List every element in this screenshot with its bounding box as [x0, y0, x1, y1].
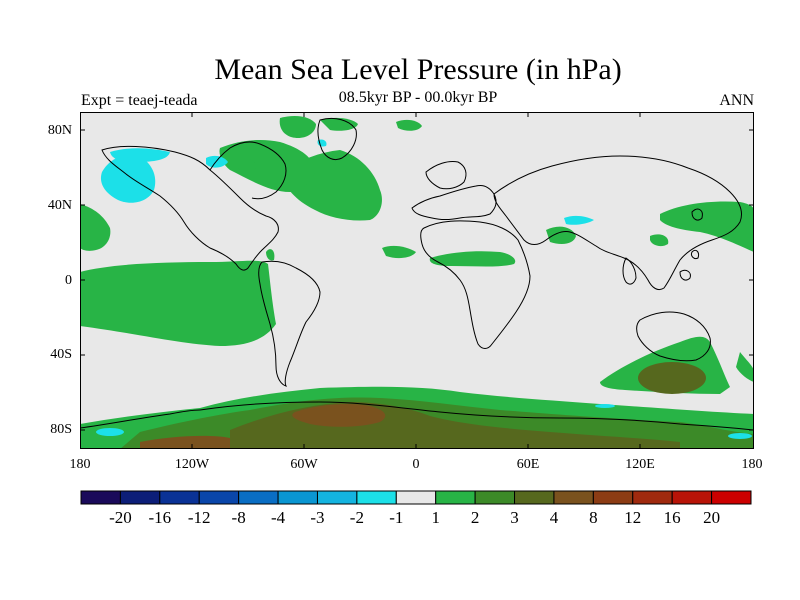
season-label: ANN: [719, 92, 754, 109]
colorbar-swatch: [671, 490, 713, 505]
lon-tick-label: 180: [69, 457, 91, 472]
colorbar-tick-label: -8: [231, 508, 246, 527]
lon-tick-label: 120W: [174, 457, 210, 472]
colorbar-swatch: [553, 490, 594, 505]
positive-anomaly-region: [320, 117, 358, 131]
positive-anomaly-region: [238, 158, 256, 173]
negative-anomaly-region: [595, 404, 615, 408]
experiment-label: Expt = teaej-teada: [81, 92, 198, 109]
positive-anomaly-region: [429, 251, 516, 267]
negative-anomaly-region: [728, 433, 752, 439]
positive-anomaly-region: [638, 362, 706, 394]
colorbar-tick-label: 16: [663, 508, 681, 527]
colorbar-tick-label: -1: [389, 508, 404, 527]
positive-anomaly-region: [660, 201, 754, 252]
positive-anomaly-region: [650, 234, 669, 247]
colorbar: [80, 490, 752, 505]
colorbar-swatch: [632, 490, 673, 505]
lon-tick-label: 0: [412, 457, 420, 472]
colorbar-swatch: [198, 490, 240, 505]
positive-anomaly-region: [292, 404, 386, 427]
colorbar-tick-label: 12: [624, 508, 642, 527]
colorbar-swatch: [514, 490, 555, 505]
map-subtitle: 08.5kyr BP - 00.0kyr BP: [338, 89, 498, 106]
colorbar-tick-label: 3: [510, 508, 519, 527]
colorbar-tick-label: -4: [270, 508, 286, 527]
lat-tick-label: 40N: [47, 198, 72, 213]
colorbar-swatch: [711, 490, 752, 505]
world-map: [80, 112, 754, 449]
positive-anomaly-region: [266, 249, 275, 261]
colorbar-tick-label: 20: [703, 508, 721, 527]
negative-anomaly-region: [110, 148, 170, 162]
map-title: Mean Sea Level Pressure (in hPa): [214, 53, 622, 86]
colorbar-swatch: [395, 490, 437, 505]
positive-anomaly-region: [382, 245, 416, 259]
colorbar-swatch: [435, 490, 476, 505]
colorbar-tick-label: -12: [187, 508, 211, 527]
lon-tick-label: 60E: [516, 457, 540, 472]
colorbar-tick-label: 2: [470, 508, 480, 527]
coastlines: [80, 117, 754, 431]
colorbar-tick-label: 1: [431, 508, 440, 527]
colorbar-tick-label: -20: [109, 508, 132, 527]
colorbar-swatch: [356, 490, 397, 505]
colorbar-swatch: [238, 490, 279, 505]
colorbar-tick-label: 4: [549, 508, 559, 527]
positive-anomaly-region: [80, 204, 111, 251]
colorbar-swatch: [159, 490, 200, 505]
negative-anomaly-region: [564, 215, 594, 225]
lat-tick-label: 80N: [47, 123, 72, 138]
colorbar-swatch: [119, 490, 161, 505]
colorbar-swatch: [592, 490, 634, 505]
colorbar-swatch: [316, 490, 358, 505]
lon-tick-label: 60W: [290, 457, 318, 472]
colorbar-tick-label: 8: [589, 508, 598, 527]
positive-anomaly-region: [140, 435, 230, 449]
positive-anomaly-region: [546, 226, 576, 244]
positive-anomaly-region: [736, 352, 754, 382]
colorbar-tick-label: -16: [148, 508, 172, 527]
colorbar-swatch: [277, 490, 318, 505]
positive-anomaly-region: [219, 140, 315, 192]
negative-anomaly-region: [206, 155, 228, 168]
lat-tick-label: 0: [65, 273, 72, 288]
colorbar-swatch: [474, 490, 516, 505]
lon-tick-label: 180: [741, 457, 763, 472]
map-frame: [80, 112, 754, 449]
negative-anomaly-region: [100, 154, 156, 203]
colorbar-swatch: [80, 490, 121, 505]
positive-anomaly-region: [279, 116, 316, 138]
colorbar-tick-label: -2: [349, 508, 364, 527]
lat-tick-label: 40S: [50, 347, 72, 362]
lat-tick-label: 80S: [50, 422, 72, 437]
lon-tick-label: 120E: [625, 457, 655, 472]
negative-anomaly-region: [96, 428, 124, 436]
positive-anomaly-region: [80, 260, 276, 346]
positive-anomaly-region: [396, 119, 422, 131]
colorbar-tick-label: -3: [310, 508, 325, 527]
